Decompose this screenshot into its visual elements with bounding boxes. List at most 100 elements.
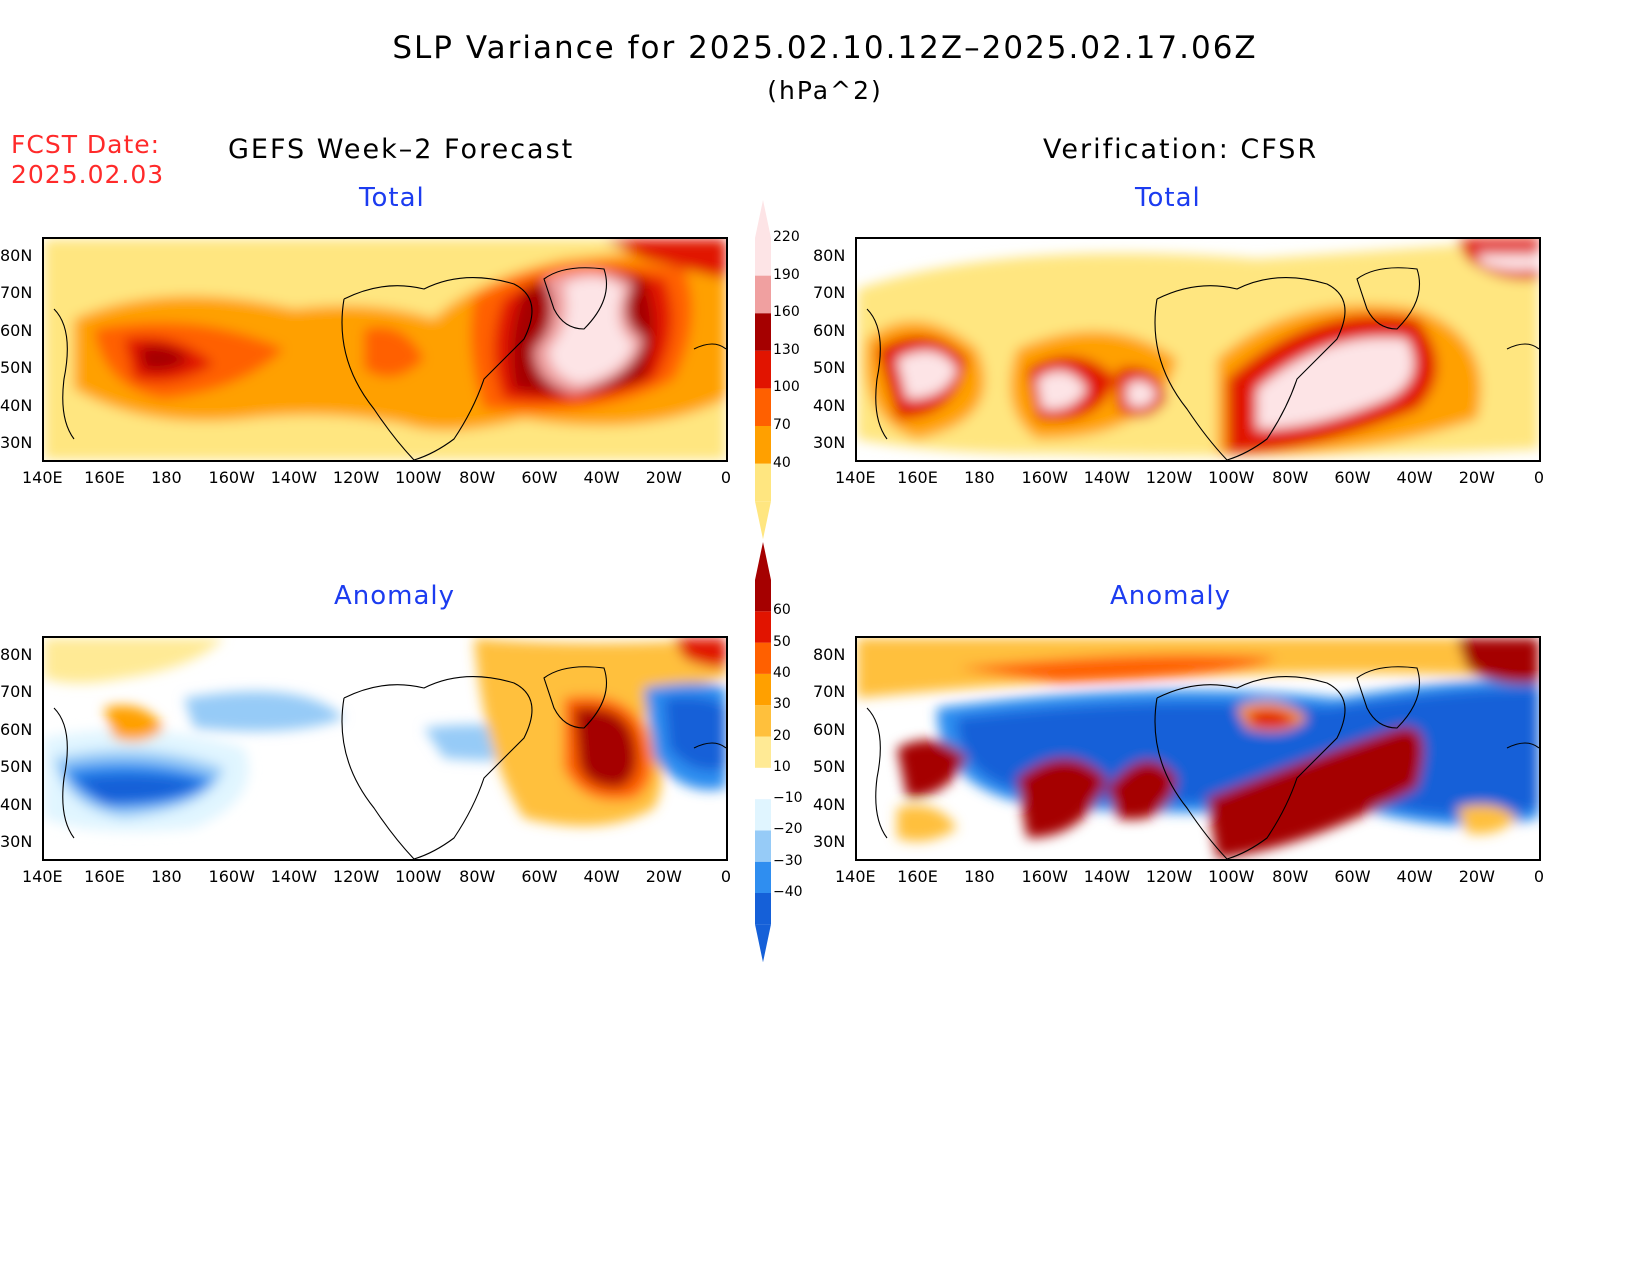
lon-label: 120W xyxy=(1145,867,1193,886)
lat-label: 60N xyxy=(813,320,846,340)
lat-label: 70N xyxy=(0,682,33,702)
colorbar-label: 130 xyxy=(773,341,800,358)
colorbar-segment xyxy=(755,673,771,706)
lon-label: 160W xyxy=(208,867,255,886)
panel-title-total-forecast: Total xyxy=(359,183,425,213)
lat-label: 60N xyxy=(0,719,33,739)
lon-label: 100W xyxy=(395,468,442,487)
lon-label: 180 xyxy=(964,468,995,487)
colorbar-segment xyxy=(755,388,771,426)
map-verification-anomaly xyxy=(855,636,1541,861)
colorbar-segment xyxy=(755,642,771,674)
lon-label: 160E xyxy=(84,468,125,487)
lon-label: 100W xyxy=(1208,867,1255,886)
colorbar-segment xyxy=(755,350,771,389)
panel-title-total-verification: Total xyxy=(1135,183,1201,213)
lat-label: 30N xyxy=(0,433,33,453)
cbar-anomaly-bar xyxy=(755,542,771,963)
lon-label: 140E xyxy=(835,867,876,886)
colorbar-label: 190 xyxy=(773,266,800,283)
lon-label: 160E xyxy=(84,867,125,886)
lon-label: 180 xyxy=(964,867,995,886)
panel-title-anomaly-forecast: Anomaly xyxy=(334,581,456,611)
colorbar-label: 40 xyxy=(773,664,791,681)
map-forecast-anomaly-field xyxy=(44,638,726,859)
colorbar-label: 10 xyxy=(773,758,791,775)
colorbar-label: 60 xyxy=(773,602,791,619)
lon-label: 100W xyxy=(1208,468,1255,487)
colorbar-segment xyxy=(755,799,771,831)
colorbar-segment xyxy=(755,313,771,351)
colorbar-label: 220 xyxy=(773,229,800,245)
lon-label: 20W xyxy=(645,867,682,886)
lat-label: 80N xyxy=(0,644,33,664)
lon-label: 40W xyxy=(1396,468,1433,487)
colorbar-label: 160 xyxy=(773,304,800,321)
colorbar-end-low xyxy=(755,924,771,963)
lon-label: 120W xyxy=(332,468,380,487)
colorbar-end-high xyxy=(755,200,771,238)
lon-label: 160E xyxy=(897,867,938,886)
lon-label: 80W xyxy=(1272,468,1309,487)
fcst-date-value: 2025.02.03 xyxy=(11,160,165,189)
lon-label: 140W xyxy=(270,867,318,886)
fcst-date-label: FCST Date: xyxy=(11,130,161,159)
lon-label: 0 xyxy=(1533,468,1545,487)
lon-label: 0 xyxy=(1533,867,1545,886)
colorbar-label: 100 xyxy=(773,379,800,396)
cbar-total-bar xyxy=(755,200,771,540)
lat-label: 40N xyxy=(0,395,33,415)
lon-label: 20W xyxy=(1458,468,1495,487)
lon-label: 20W xyxy=(645,468,682,487)
lat-label: 50N xyxy=(813,358,846,378)
lon-label: 60W xyxy=(1334,468,1371,487)
lon-label: 140W xyxy=(270,468,318,487)
colorbar-label: 40 xyxy=(773,454,791,471)
colorbar-segment xyxy=(755,767,771,800)
lat-label: 60N xyxy=(0,320,33,340)
lon-label: 100W xyxy=(395,867,442,886)
lon-label: 0 xyxy=(720,468,732,487)
lon-label: 40W xyxy=(1396,867,1433,886)
map-verification-total xyxy=(855,237,1541,462)
lat-label: 40N xyxy=(0,794,33,814)
colorbar-end-low xyxy=(755,501,771,540)
lon-label: 160W xyxy=(208,468,255,487)
lon-label: 40W xyxy=(583,867,620,886)
lon-label: 140E xyxy=(835,468,876,487)
lat-label: 70N xyxy=(0,283,33,303)
lat-label: 30N xyxy=(813,832,846,852)
lon-label: 160W xyxy=(1021,468,1068,487)
lon-label: 80W xyxy=(1272,867,1309,886)
lon-label: 120W xyxy=(332,867,380,886)
colorbar-label: 20 xyxy=(773,727,791,744)
fcst-date: FCST Date: 2025.02.03 xyxy=(11,130,164,190)
colorbar-segment xyxy=(755,426,771,464)
colorbar-segment xyxy=(755,893,771,925)
main-title: SLP Variance for 2025.02.10.12Z–2025.02.… xyxy=(392,30,1258,66)
left-column-title: GEFS Week–2 Forecast xyxy=(228,134,575,165)
lon-label: 0 xyxy=(720,867,732,886)
lon-label: 140W xyxy=(1083,867,1131,886)
colorbar-segment xyxy=(755,861,771,893)
colorbar-segment xyxy=(755,736,771,768)
units-subtitle: (hPa^2) xyxy=(767,76,883,105)
lat-label: 70N xyxy=(813,283,846,303)
colorbar-label: −20 xyxy=(773,821,803,838)
right-column-title: Verification: CFSR xyxy=(1043,134,1319,165)
map-verification-anomaly-field xyxy=(857,638,1539,859)
lon-label: 40W xyxy=(583,468,620,487)
lon-label: 80W xyxy=(459,867,496,886)
lon-label: 160W xyxy=(1021,867,1068,886)
lat-label: 40N xyxy=(813,794,846,814)
lat-label: 80N xyxy=(813,245,846,265)
colorbar-label: 70 xyxy=(773,417,791,433)
colorbar-segment xyxy=(755,238,771,276)
lon-label: 120W xyxy=(1145,468,1193,487)
colorbar-segment xyxy=(755,611,771,643)
lon-label: 60W xyxy=(521,867,558,886)
panel-title-anomaly-verification: Anomaly xyxy=(1110,581,1232,611)
colorbar-segment xyxy=(755,705,771,737)
colorbar-segment xyxy=(755,830,771,862)
lat-label: 80N xyxy=(0,245,33,265)
